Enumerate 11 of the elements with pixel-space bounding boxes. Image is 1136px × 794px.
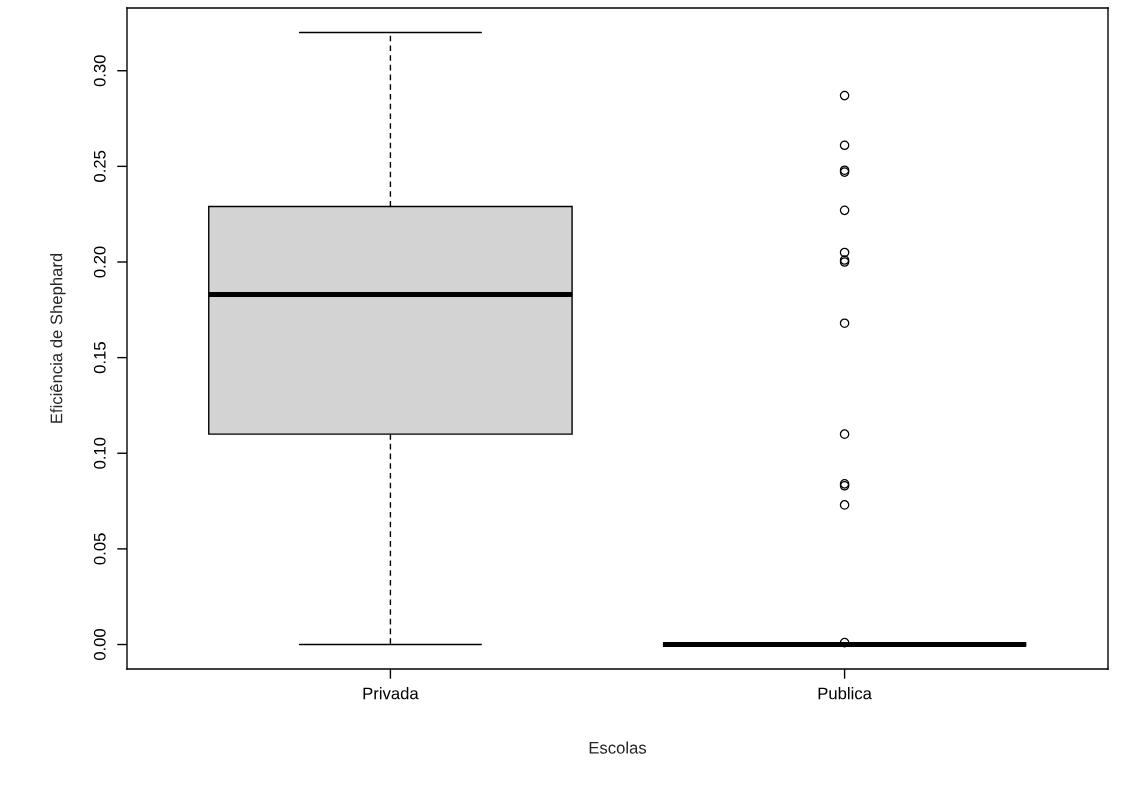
x-tick-label: Publica: [818, 687, 872, 700]
y-axis-title: Eficiência de Shephard: [50, 253, 66, 423]
y-tick-label: 0.05: [93, 533, 106, 565]
y-tick-label: 0.30: [93, 55, 106, 87]
y-tick-label: 0.20: [93, 246, 106, 278]
y-tick-label: 0.00: [93, 628, 106, 661]
x-axis-title: Escolas: [589, 741, 647, 754]
x-tick-label: Privada: [363, 687, 419, 700]
y-tick-label: 0.25: [93, 150, 106, 182]
y-tick-label: 0.15: [93, 342, 106, 374]
y-tick-label: 0.10: [93, 437, 106, 469]
